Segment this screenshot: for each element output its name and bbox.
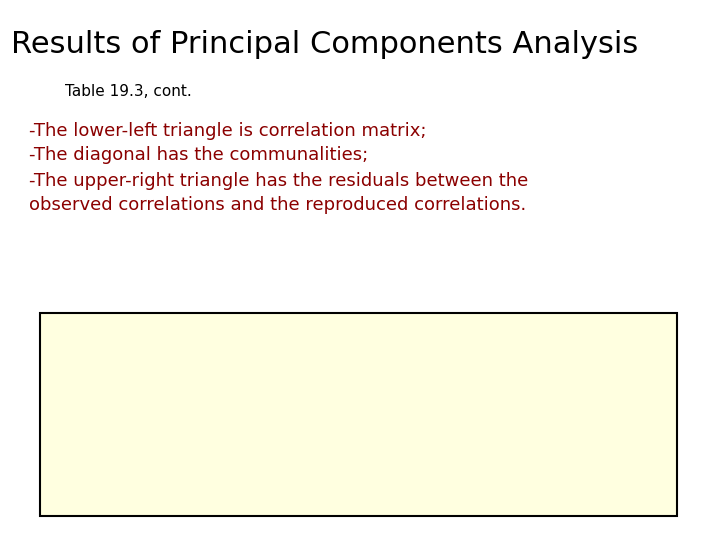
Text: -The lower-left triangle is correlation matrix;
-The diagonal has the communalit: -The lower-left triangle is correlation … xyxy=(29,122,528,214)
FancyBboxPatch shape xyxy=(40,313,677,516)
Text: Table 19.3, cont.: Table 19.3, cont. xyxy=(65,84,192,99)
Text: Results of Principal Components Analysis: Results of Principal Components Analysis xyxy=(11,30,638,59)
